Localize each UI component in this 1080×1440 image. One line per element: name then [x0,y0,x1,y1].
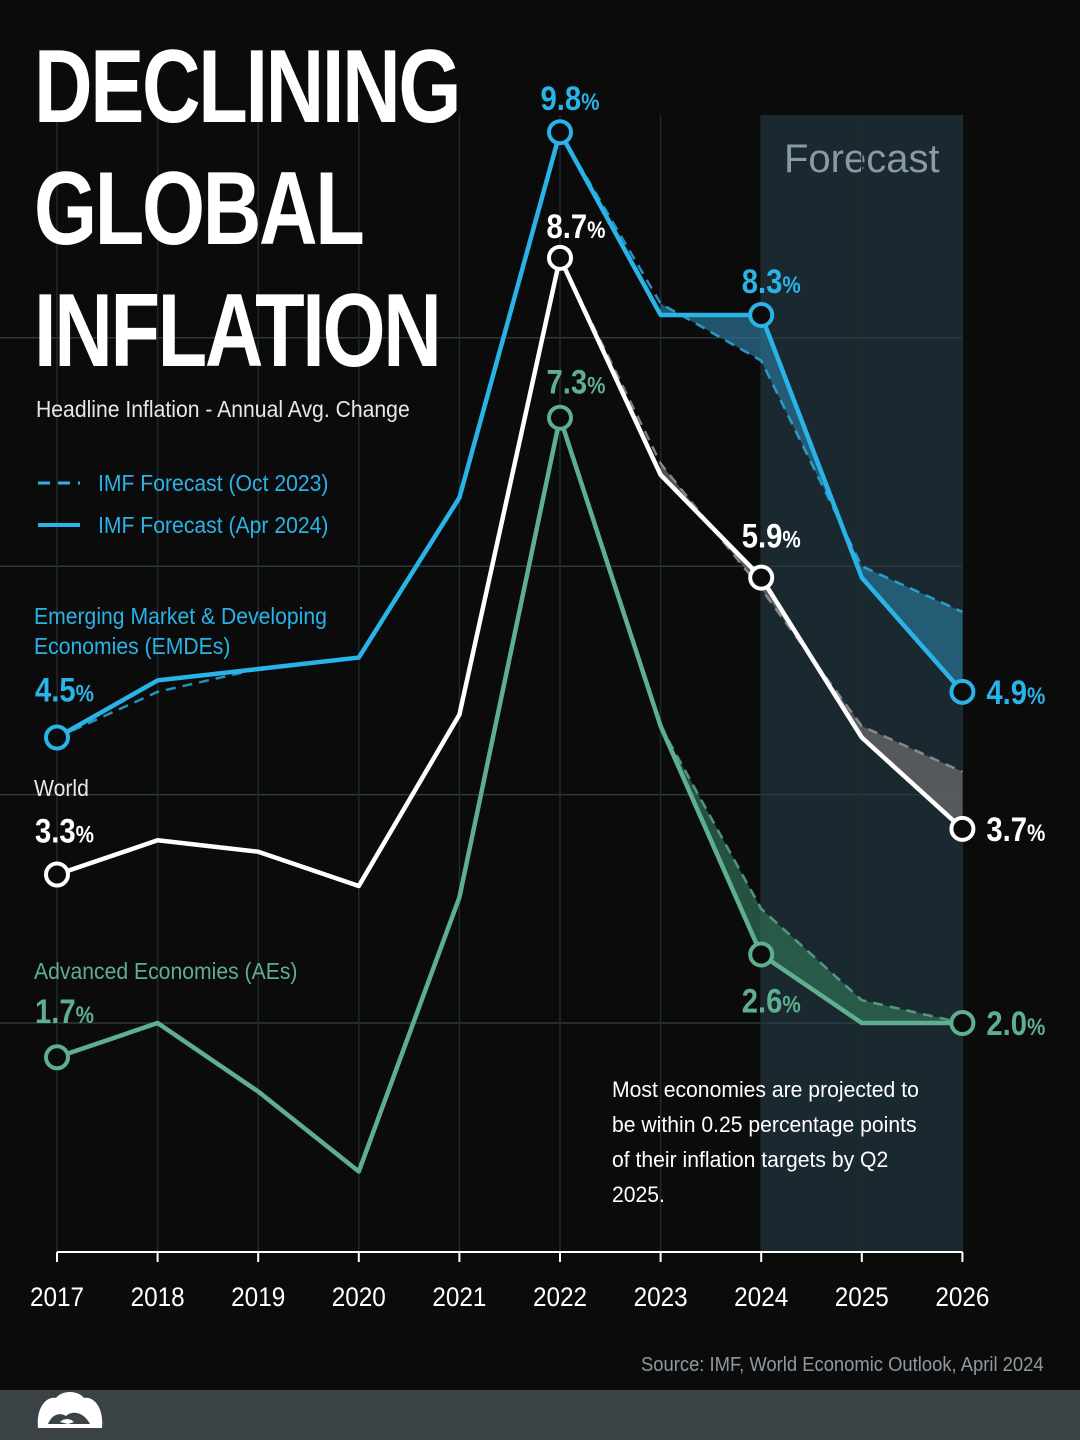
value-label-ae-2026: 2.0% [986,1004,1045,1043]
value-label-ae-2022: 7.3% [547,363,606,402]
title-line-2: GLOBAL [34,151,365,267]
marker-world-2024 [748,564,775,591]
value-label-ae-2024: 2.6% [742,981,801,1020]
series-label-emde: Emerging Market & Developing Economies (… [34,603,327,659]
x-tick-label-2024: 2024 [734,1283,788,1312]
title-line-3: INFLATION [34,273,442,389]
forecast-diff-area-emde [660,303,963,692]
series-line-apr2024-ae [56,415,963,1174]
legend-label-oct2023: IMF Forecast (Oct 2023) [98,469,329,496]
value-label-emde-2017: 4.5% [35,670,94,709]
x-tick-label-2019: 2019 [231,1283,285,1312]
series-line-apr2024-world [56,255,964,889]
legend-item-oct2023: IMF Forecast (Oct 2023) [36,462,349,504]
legend: IMF Forecast (Oct 2023) IMF Forecast (Ap… [36,462,349,546]
footer-bar [0,1390,1080,1440]
value-label-emde-2026: 4.9% [986,673,1045,712]
marker-ae-2022 [547,404,573,431]
marker-emde-2024 [748,301,775,328]
legend-item-apr2024: IMF Forecast (Apr 2024) [36,504,349,546]
value-label-world-2017: 3.3% [35,811,94,850]
marker-ae-2017 [44,1044,70,1071]
marker-emde-2022 [547,119,573,146]
title-line-1: DECLINING [34,29,461,145]
value-label-ae-2017: 1.7% [35,992,94,1031]
chart-title: DECLINING GLOBAL INFLATION [34,26,461,392]
value-label-world-2024: 5.9% [742,517,801,556]
x-tick-label-2025: 2025 [835,1283,889,1312]
x-tick-label-2026: 2026 [935,1283,989,1312]
x-tick-label-2017: 2017 [30,1283,84,1312]
marker-emde-2017 [44,724,70,751]
series-label-ae: Advanced Economies (AEs) [34,958,298,984]
value-label-world-2022: 8.7% [547,207,606,246]
dashed-line-icon [38,481,80,485]
x-tick-label-2021: 2021 [432,1283,486,1312]
solid-line-icon [38,523,80,527]
marker-world-2022 [547,244,573,271]
chart-subtitle: Headline Inflation - Annual Avg. Change [36,396,410,422]
marker-world-2017 [44,861,70,888]
marker-world-2026 [949,815,976,842]
brand-logo-icon [37,1392,103,1428]
legend-label-apr2024: IMF Forecast (Apr 2024) [98,511,329,538]
marker-ae-2026 [949,1010,976,1036]
x-tick-label-2022: 2022 [533,1283,587,1312]
x-tick-label-2020: 2020 [332,1283,386,1312]
series-line-oct2023-emde [56,129,963,739]
value-label-emde-2022: 9.8% [541,79,600,118]
series-label-world: World [34,775,89,801]
x-tick-label-2018: 2018 [131,1283,185,1312]
source-credit: Source: IMF, World Economic Outlook, Apr… [641,1354,1044,1376]
marker-emde-2026 [949,678,976,705]
series-line-apr2024-emde [55,129,965,740]
marker-ae-2024 [748,941,775,968]
value-label-emde-2024: 8.3% [742,262,801,301]
forecast-diff-area-ae [660,726,963,1023]
x-tick-label-2023: 2023 [634,1283,688,1312]
value-label-world-2026: 3.7% [986,810,1045,849]
annotation-note: Most economies are projected to be withi… [612,1077,919,1207]
